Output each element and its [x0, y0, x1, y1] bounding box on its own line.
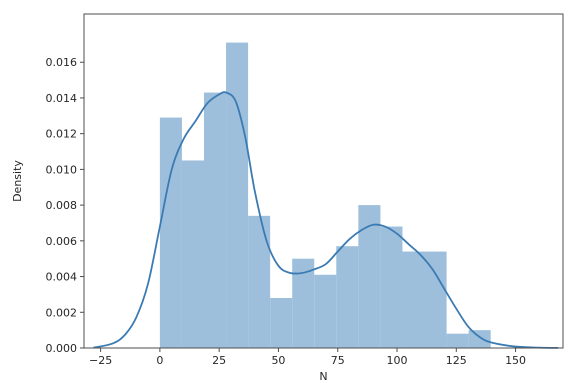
- histogram-bar: [336, 246, 359, 348]
- y-tick-label: 0.014: [46, 92, 78, 105]
- x-tick-label: 75: [331, 354, 345, 367]
- x-tick-label: −25: [89, 354, 112, 367]
- histogram-bar: [380, 226, 403, 348]
- histogram-bar: [270, 297, 293, 348]
- x-tick-label: 0: [156, 354, 163, 367]
- y-axis-title: Density: [11, 160, 24, 202]
- histogram-bar: [226, 42, 249, 348]
- histogram-bar: [402, 251, 425, 348]
- histogram-bar: [159, 117, 182, 348]
- y-tick-label: 0.000: [46, 342, 78, 355]
- y-tick-label: 0.004: [46, 271, 78, 284]
- x-tick-label: 25: [212, 354, 226, 367]
- histogram-bar: [358, 205, 381, 348]
- y-tick-label: 0.010: [46, 163, 78, 176]
- histogram-bar: [248, 215, 271, 348]
- y-tick-label: 0.012: [46, 128, 78, 141]
- histogram-bar: [181, 160, 204, 348]
- x-axis-title: N: [319, 370, 327, 383]
- histogram-bar: [314, 274, 337, 348]
- y-tick-label: 0.016: [46, 56, 78, 69]
- x-tick-label: 150: [505, 354, 526, 367]
- y-tick-label: 0.008: [46, 199, 78, 212]
- y-tick-label: 0.006: [46, 235, 78, 248]
- axes-frame: [83, 13, 564, 349]
- x-tick-label: 50: [271, 354, 285, 367]
- x-axis-ticks: −25 0 25 50 75 100 125 150: [89, 348, 526, 367]
- histogram-bar: [424, 251, 447, 348]
- histogram-bar: [292, 258, 315, 348]
- y-tick-label: 0.002: [46, 306, 78, 319]
- y-axis-ticks: 0.000 0.002 0.004 0.006 0.008 0.010 0.012 0.014…: [46, 56, 84, 355]
- histogram-bar: [468, 330, 491, 348]
- histogram-bar: [203, 92, 227, 349]
- plot-area: [93, 42, 559, 349]
- kde-curve: [93, 91, 559, 349]
- histogram-bar: [446, 333, 469, 348]
- histogram-bars: [159, 42, 491, 349]
- x-tick-label: 125: [446, 354, 467, 367]
- x-tick-label: 100: [387, 354, 408, 367]
